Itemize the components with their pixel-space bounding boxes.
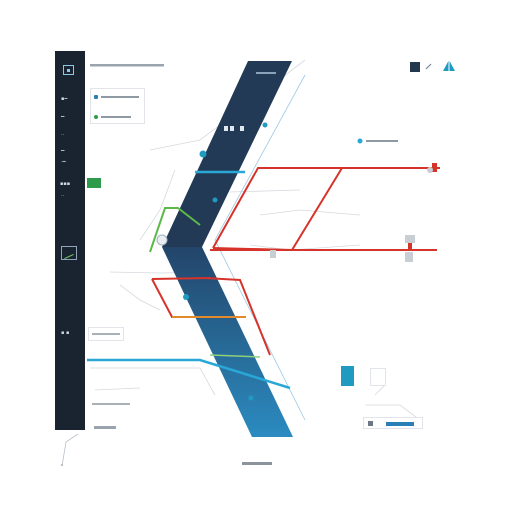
info-line xyxy=(101,116,131,118)
legend-text xyxy=(94,424,118,432)
legend-text xyxy=(92,402,132,407)
info-bullet-icon xyxy=(94,95,98,99)
zoom-icon xyxy=(368,421,373,426)
route-label xyxy=(357,138,399,144)
menu-item-icon[interactable]: ━· xyxy=(61,148,66,154)
chart-icon[interactable] xyxy=(61,246,77,260)
sidebar: ▪━ ━· ·· ━· ·━ ▪▪▪ ·· ▪ ▪ xyxy=(55,51,101,430)
dark-square-icon[interactable] xyxy=(410,62,420,72)
route-cyan xyxy=(87,170,291,390)
menu-item-icon[interactable]: ·· xyxy=(61,132,65,138)
menu-item-icon[interactable]: ·· xyxy=(61,193,65,199)
info-panel[interactable] xyxy=(90,88,145,124)
selection-handle[interactable] xyxy=(341,366,354,386)
route-band-blue xyxy=(162,247,293,437)
endpoint-marker xyxy=(408,242,412,251)
app-logo-icon[interactable] xyxy=(63,65,74,75)
node-card[interactable] xyxy=(370,368,386,386)
zoom-control[interactable] xyxy=(363,417,423,429)
menu-item-icon[interactable]: ▪▪▪ xyxy=(60,181,71,187)
info-line xyxy=(101,96,139,98)
menu-item-icon[interactable]: ━· xyxy=(61,114,66,120)
menu-item-icon[interactable]: ▪ ▪ xyxy=(61,330,70,336)
menu-item-icon[interactable]: ▪━ xyxy=(61,96,68,102)
network-icon[interactable] xyxy=(440,57,458,75)
route-band-dark xyxy=(162,61,292,247)
route-green xyxy=(149,207,201,253)
status-dot-icon xyxy=(94,115,98,119)
header-breadcrumb xyxy=(90,63,165,68)
legend-box xyxy=(88,327,124,341)
caption-glyphs xyxy=(242,460,274,467)
menu-item-icon[interactable]: ·━ xyxy=(61,159,66,165)
endpoint-marker xyxy=(432,163,437,172)
sidebar-foot-marker xyxy=(58,432,82,468)
active-indicator-icon[interactable] xyxy=(87,178,101,188)
pencil-icon[interactable] xyxy=(425,62,433,70)
zoom-level-bar xyxy=(386,422,414,426)
